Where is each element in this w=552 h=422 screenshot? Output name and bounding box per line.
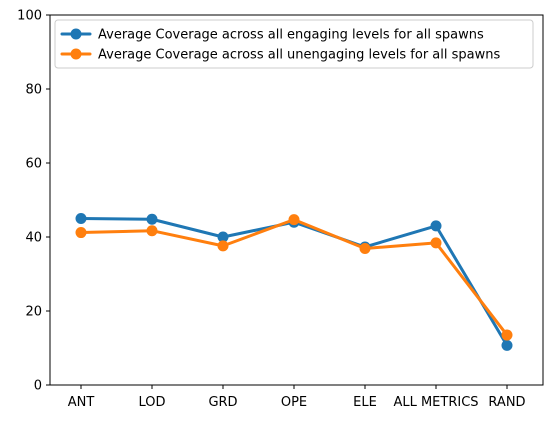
legend-label-2: Average Coverage across all unengaging l…	[98, 48, 500, 63]
series-2-point-rand	[501, 329, 513, 341]
x-tick-label-ant: ANT	[68, 395, 95, 410]
x-tick-label-lod: LOD	[138, 395, 165, 410]
series-1-point-grd	[217, 231, 229, 243]
legend: Average Coverage across all engaging lev…	[54, 19, 534, 69]
x-tick-label-grd: GRD	[208, 395, 237, 410]
y-tick-label-20: 20	[25, 305, 42, 320]
y-tick-label-40: 40	[25, 231, 42, 246]
axis-layer: 0 20 40 60 80 100 ANT LOD GRD OPE ELE ALL METRICS RA…	[17, 9, 544, 410]
series-2-point-ant	[75, 227, 87, 239]
series-2-point-grd	[217, 240, 229, 252]
y-tick-label-60: 60	[25, 157, 42, 172]
series-1-point-all-metrics	[430, 220, 442, 232]
y-tick-label-80: 80	[25, 83, 42, 98]
x-tick-label-ele: ELE	[353, 395, 377, 410]
legend-entry-1: Average Coverage across all engaging lev…	[60, 28, 484, 43]
series-1-point-rand	[501, 339, 513, 351]
series-2-point-ele	[359, 242, 371, 254]
series-2-point-ope	[288, 214, 300, 226]
legend-label-1: Average Coverage across all engaging lev…	[98, 28, 484, 43]
series-2-point-all-metrics	[430, 237, 442, 249]
series-layer	[75, 213, 513, 351]
y-tick-label-100: 100	[17, 9, 42, 24]
series-1-point-ant	[75, 213, 87, 224]
x-tick-label-ope: OPE	[281, 395, 307, 410]
series-2-point-lod	[146, 225, 158, 237]
legend-box	[54, 19, 534, 69]
y-tick-label-0: 0	[34, 379, 42, 394]
plot-frame	[49, 14, 544, 386]
x-tick-label-rand: RAND	[488, 395, 525, 410]
legend-marker-2	[70, 48, 82, 60]
legend-entry-2: Average Coverage across all unengaging l…	[60, 48, 500, 63]
x-tick-label-all-metrics: ALL METRICS	[393, 395, 478, 410]
series-2	[75, 214, 513, 341]
legend-marker-1	[70, 28, 82, 40]
series-1-point-lod	[146, 213, 158, 225]
